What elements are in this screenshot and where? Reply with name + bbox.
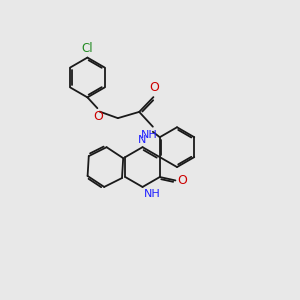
Text: O: O xyxy=(149,81,159,94)
Text: NH: NH xyxy=(144,189,161,199)
Text: N: N xyxy=(138,135,147,145)
Text: Cl: Cl xyxy=(82,42,93,55)
Text: NH: NH xyxy=(141,130,158,140)
Text: O: O xyxy=(93,110,103,123)
Text: O: O xyxy=(178,174,188,187)
